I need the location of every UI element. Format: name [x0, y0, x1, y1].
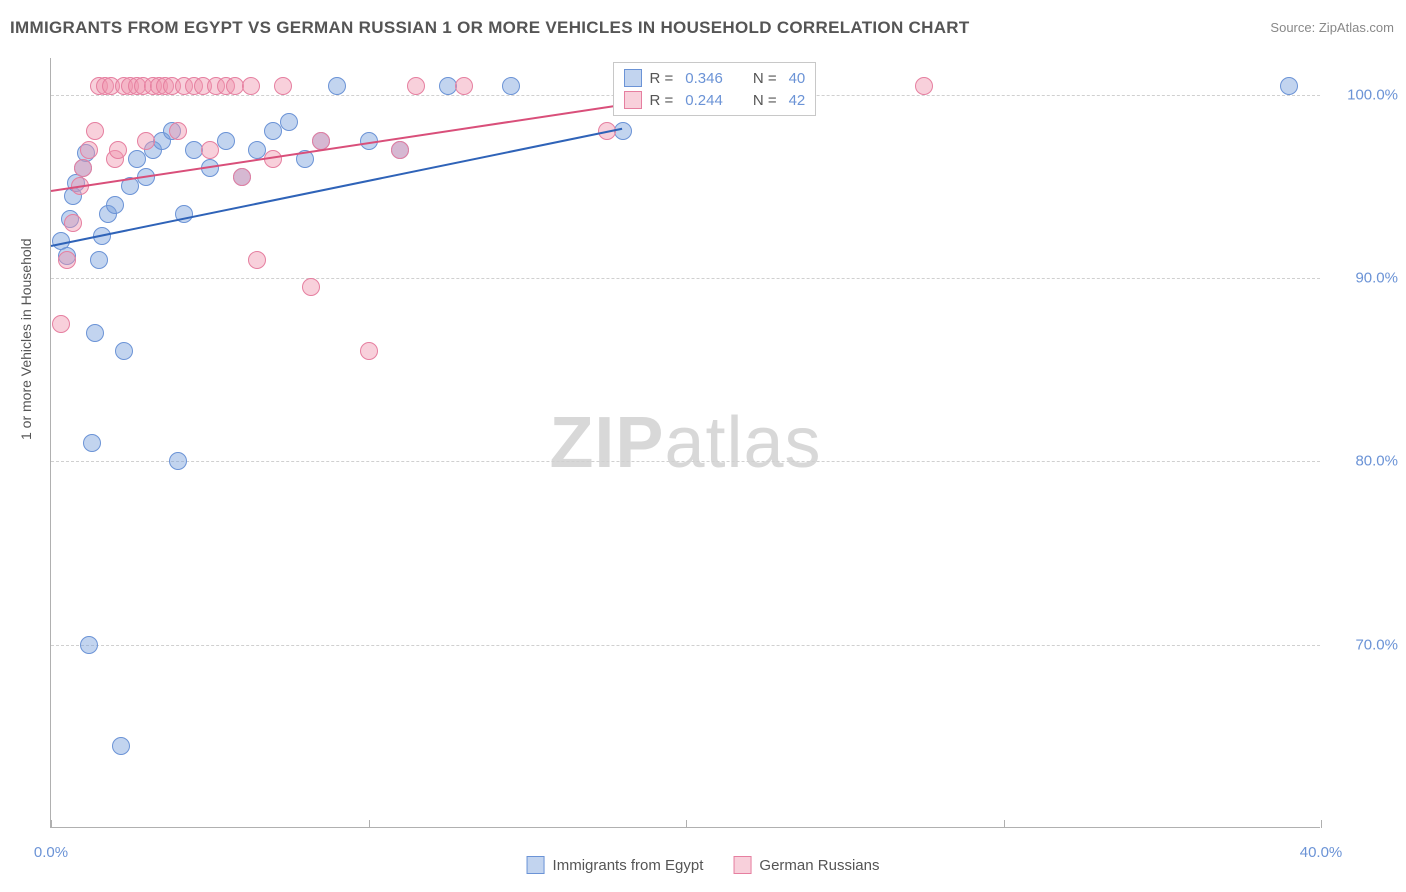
legend-item: German Russians: [733, 856, 879, 874]
data-point: [137, 132, 155, 150]
data-point: [80, 141, 98, 159]
legend-item: Immigrants from Egypt: [527, 856, 704, 874]
stat-n-value: 42: [789, 92, 806, 109]
data-point: [83, 434, 101, 452]
data-point: [86, 122, 104, 140]
data-point: [86, 324, 104, 342]
data-point: [115, 342, 133, 360]
source-label: Source: ZipAtlas.com: [1270, 20, 1394, 35]
watermark-atlas: atlas: [664, 403, 821, 483]
xtick: [686, 820, 687, 828]
data-point: [112, 737, 130, 755]
data-point: [1280, 77, 1298, 95]
ytick-label: 70.0%: [1328, 636, 1398, 653]
xtick: [51, 820, 52, 828]
gridline-h: [51, 461, 1320, 462]
stat-row: R = 0.346 N = 40: [624, 67, 806, 89]
data-point: [502, 77, 520, 95]
data-point: [248, 251, 266, 269]
xtick: [369, 820, 370, 828]
gridline-h: [51, 645, 1320, 646]
xtick-label: 0.0%: [34, 844, 68, 861]
data-point: [242, 77, 260, 95]
data-point: [128, 150, 146, 168]
data-point: [302, 278, 320, 296]
data-point: [169, 452, 187, 470]
xtick: [1004, 820, 1005, 828]
stat-r-value: 0.244: [685, 92, 723, 109]
watermark-zip: ZIP: [549, 403, 664, 483]
data-point: [217, 132, 235, 150]
trend-line: [51, 104, 623, 192]
data-point: [90, 251, 108, 269]
data-point: [915, 77, 933, 95]
source-prefix: Source:: [1270, 20, 1315, 35]
legend-label: German Russians: [759, 857, 879, 874]
data-point: [52, 315, 70, 333]
data-point: [106, 196, 124, 214]
legend-swatch: [624, 69, 642, 87]
xtick-label: 40.0%: [1300, 844, 1343, 861]
gridline-h: [51, 278, 1320, 279]
y-axis-label: 1 or more Vehicles in Household: [18, 238, 34, 440]
data-point: [109, 141, 127, 159]
legend-label: Immigrants from Egypt: [553, 857, 704, 874]
chart-container: IMMIGRANTS FROM EGYPT VS GERMAN RUSSIAN …: [0, 0, 1406, 892]
watermark: ZIPatlas: [549, 402, 821, 484]
data-point: [169, 122, 187, 140]
legend-swatch: [624, 91, 642, 109]
data-point: [74, 159, 92, 177]
data-point: [614, 122, 632, 140]
stat-r-value: 0.346: [685, 70, 723, 87]
xtick: [1321, 820, 1322, 828]
ytick-label: 80.0%: [1328, 453, 1398, 470]
data-point: [455, 77, 473, 95]
data-point: [201, 141, 219, 159]
ytick-label: 100.0%: [1328, 86, 1398, 103]
data-point: [360, 342, 378, 360]
data-point: [328, 77, 346, 95]
stat-box: R = 0.346 N = 40 R = 0.244 N = 42: [613, 62, 817, 116]
data-point: [233, 168, 251, 186]
stat-n-value: 40: [789, 70, 806, 87]
data-point: [280, 113, 298, 131]
data-point: [407, 77, 425, 95]
legend-swatch: [527, 856, 545, 874]
data-point: [312, 132, 330, 150]
stat-n-label: N =: [753, 70, 777, 87]
chart-title: IMMIGRANTS FROM EGYPT VS GERMAN RUSSIAN …: [10, 18, 970, 38]
stat-r-label: R =: [650, 70, 674, 87]
stat-row: R = 0.244 N = 42: [624, 89, 806, 111]
data-point: [274, 77, 292, 95]
data-point: [80, 636, 98, 654]
plot-area: ZIPatlas 70.0%80.0%90.0%100.0%0.0%40.0%R…: [50, 58, 1320, 828]
source-name: ZipAtlas.com: [1319, 20, 1394, 35]
data-point: [264, 122, 282, 140]
data-point: [64, 214, 82, 232]
stat-r-label: R =: [650, 92, 674, 109]
bottom-legend: Immigrants from Egypt German Russians: [527, 856, 880, 874]
data-point: [58, 251, 76, 269]
stat-n-label: N =: [753, 92, 777, 109]
legend-swatch: [733, 856, 751, 874]
data-point: [391, 141, 409, 159]
ytick-label: 90.0%: [1328, 270, 1398, 287]
